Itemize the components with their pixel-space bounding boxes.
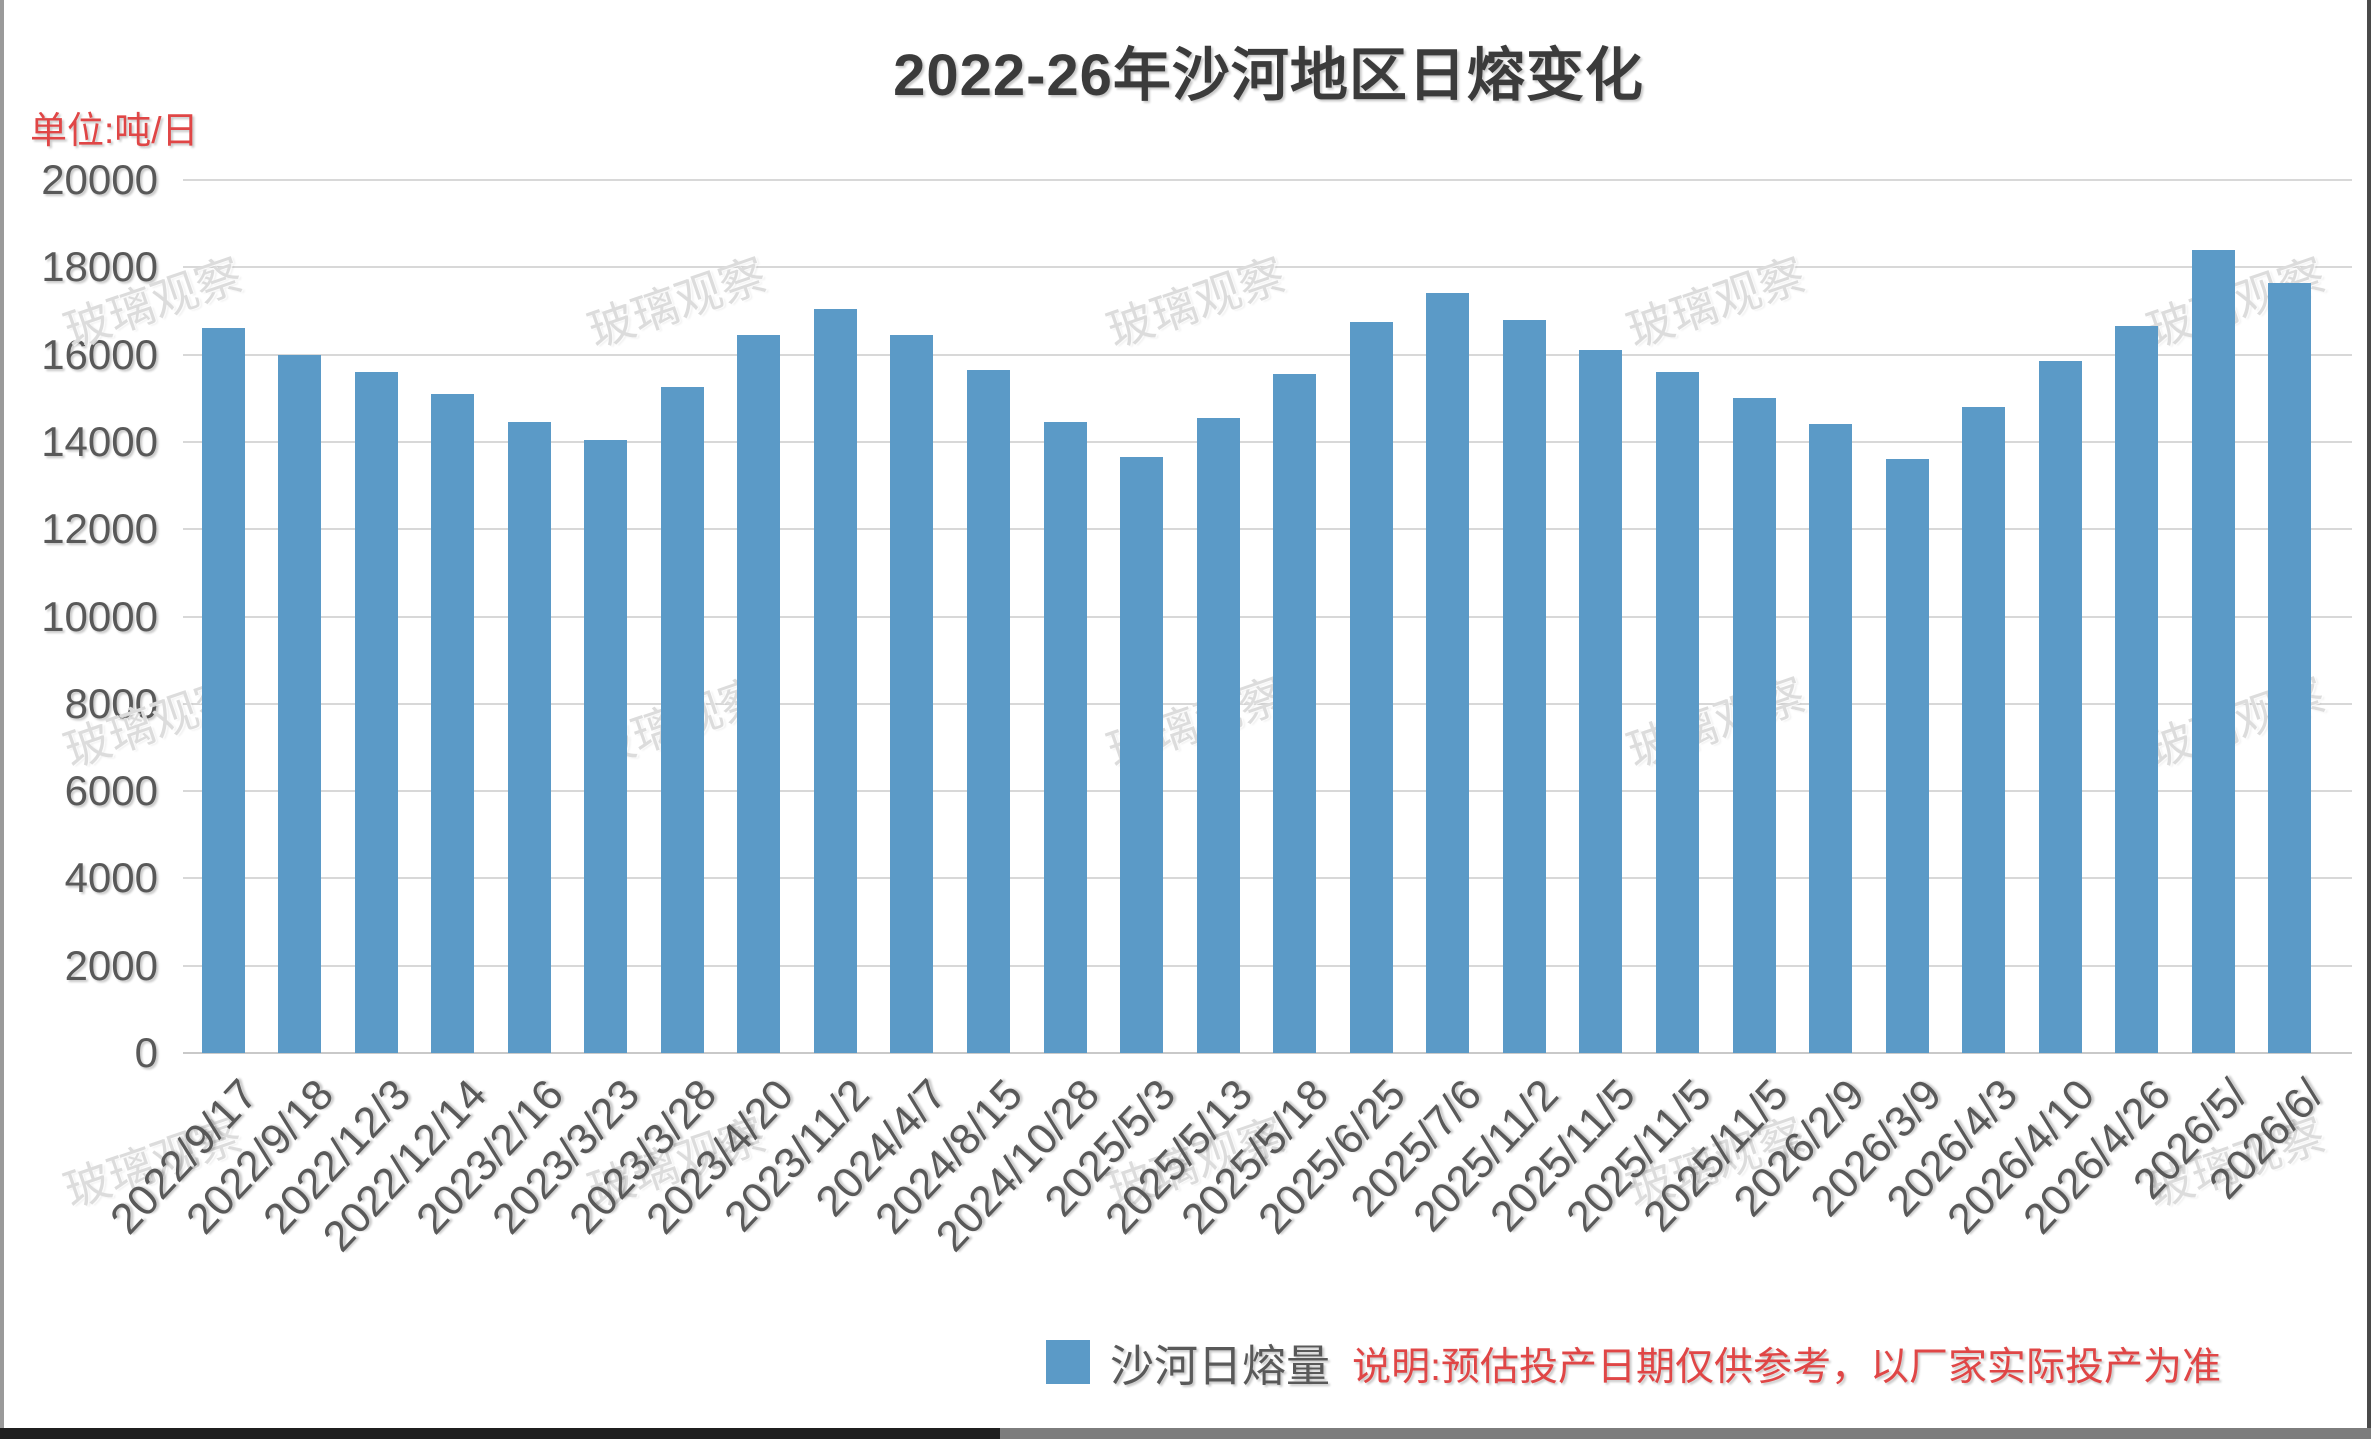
bar (1120, 457, 1164, 1053)
bar (507, 422, 551, 1053)
bar (1273, 374, 1317, 1053)
gridline (183, 440, 2352, 443)
bar (1426, 293, 1470, 1053)
y-axis-tick-label: 14000 (41, 417, 158, 465)
y-axis-tick-label: 2000 (64, 941, 158, 989)
bar (1196, 417, 1240, 1053)
bar (1349, 321, 1393, 1053)
bar (278, 354, 322, 1053)
bar (2038, 361, 2082, 1053)
bar (1043, 422, 1087, 1053)
chart-title: 2022-26年沙河地区日熔变化 (893, 43, 1644, 108)
bar (1962, 406, 2006, 1053)
bar (2191, 249, 2235, 1053)
y-axis-tick-label: 6000 (64, 767, 158, 815)
y-axis-tick-label: 12000 (41, 505, 158, 553)
gridline (183, 702, 2352, 705)
bar (201, 328, 245, 1053)
horizontal-scrollbar-track[interactable] (0, 1428, 2371, 1439)
gridline (183, 353, 2352, 356)
gridline (183, 790, 2352, 793)
watermark: 玻璃观察 (1620, 248, 1812, 358)
gridline (183, 179, 2352, 181)
gridline (183, 877, 2352, 880)
y-axis-tick-label: 0 (134, 1029, 158, 1076)
note-text: 说明:预估投产日期仅供参考，以厂家实际投产为准 (1352, 1346, 2221, 1389)
window-right-border (2367, 0, 2371, 1439)
bar (1579, 350, 1623, 1053)
bar (1732, 398, 1776, 1053)
watermark: 玻璃观察 (1100, 248, 1292, 358)
y-axis-tick-label: 18000 (41, 243, 158, 291)
y-axis-tick-label: 20000 (41, 156, 158, 203)
gridline (183, 528, 2352, 531)
window-left-border (0, 0, 4, 1439)
bar (354, 372, 398, 1053)
bar (1655, 372, 1699, 1053)
bar (2115, 326, 2159, 1053)
bar (890, 334, 934, 1053)
bar (1502, 319, 1546, 1053)
bar (967, 369, 1010, 1053)
y-axis-tick-label: 8000 (64, 679, 158, 727)
bar (584, 439, 628, 1053)
bar (1809, 424, 1853, 1053)
bar (2268, 282, 2312, 1053)
gridline (183, 266, 2352, 269)
legend-swatch (1046, 1340, 1090, 1384)
y-axis-tick-label: 4000 (64, 854, 158, 902)
bar (660, 387, 704, 1053)
legend: 沙河日熔量 (1046, 1330, 1330, 1394)
bar (431, 393, 475, 1053)
y-axis-tick-label: 16000 (41, 330, 158, 378)
y-axis-tick-label: 10000 (41, 592, 158, 640)
bar (737, 334, 781, 1053)
bar (1885, 459, 1929, 1053)
gridline (183, 964, 2352, 967)
watermark: 玻璃观察 (1620, 668, 1812, 778)
bar (813, 308, 857, 1053)
unit-label: 单位:吨/日 (30, 110, 199, 151)
gridline (183, 615, 2352, 618)
horizontal-scrollbar-thumb[interactable] (0, 1428, 1000, 1439)
legend-label: 沙河日熔量 (1110, 1342, 1330, 1391)
gridline (183, 1052, 2352, 1054)
